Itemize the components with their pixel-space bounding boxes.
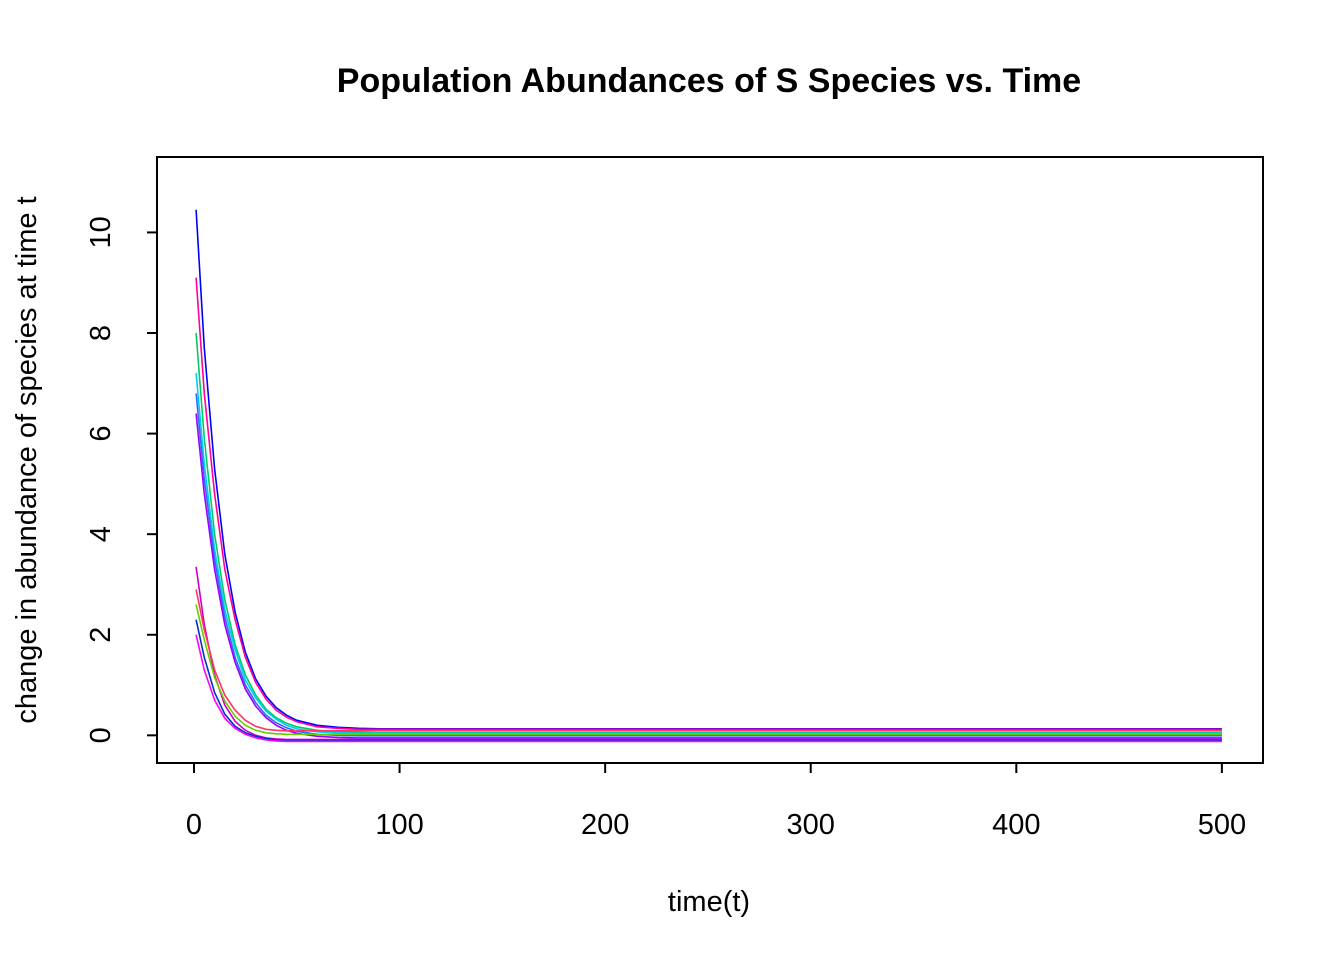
y-axis-label: change in abundance of species at time t: [11, 196, 43, 723]
x-tick-label-500: 500: [1198, 809, 1246, 841]
y-tick-label-10: 10: [85, 216, 117, 248]
x-axis: 0 100 200 300 400 500: [186, 762, 1246, 841]
y-tick-label-0: 0: [85, 727, 117, 743]
series-line-2: [195, 277, 1222, 731]
series-line-1: [195, 209, 1222, 730]
series-line-5: [195, 393, 1222, 737]
y-tick-label-4: 4: [85, 526, 117, 542]
chart-title: Population Abundances of S Species vs. T…: [337, 62, 1081, 100]
series-line-8: [195, 589, 1222, 732]
x-tick-label-100: 100: [375, 809, 423, 841]
series-line-7: [195, 566, 1222, 741]
x-tick-label-0: 0: [186, 809, 202, 841]
series-line-6: [195, 413, 1222, 739]
series-line-10: [195, 619, 1222, 742]
series-group: [195, 209, 1222, 743]
x-tick-label-300: 300: [787, 809, 835, 841]
series-line-4: [195, 373, 1222, 735]
y-tick-label-8: 8: [85, 325, 117, 341]
y-axis: 0 2 4 6 8 10: [85, 216, 158, 743]
y-tick-label-2: 2: [85, 627, 117, 643]
x-axis-label: time(t): [668, 886, 750, 918]
series-line-9: [195, 604, 1222, 736]
series-line-11: [195, 634, 1222, 743]
x-tick-label-400: 400: [992, 809, 1040, 841]
y-tick-label-6: 6: [85, 426, 117, 442]
x-tick-label-200: 200: [581, 809, 629, 841]
plot-frame: [156, 156, 1264, 764]
series-line-3: [195, 332, 1222, 734]
